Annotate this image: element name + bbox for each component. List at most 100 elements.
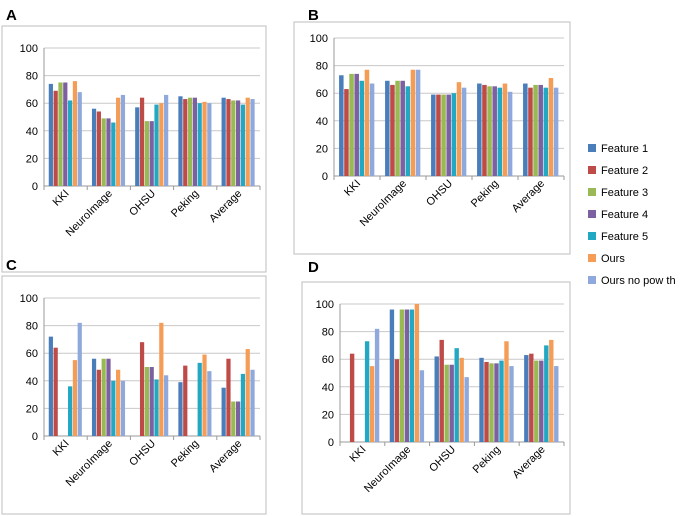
bar [48,83,53,186]
bar [144,121,149,186]
bar [354,73,359,176]
bar [240,373,246,436]
y-tick-label: 80 [26,71,38,83]
y-tick-label: 40 [316,116,328,128]
bar [431,94,436,176]
bar [77,92,82,186]
bar [414,304,420,442]
bar [509,366,514,442]
bar [91,108,97,186]
bar [91,358,97,436]
bar [339,75,344,176]
bar [410,69,416,176]
bar [250,99,255,186]
bar [139,97,145,186]
y-tick-label: 80 [26,321,38,333]
legend-label: Ours no pow th [601,275,676,287]
bar [504,341,509,442]
bar [538,84,543,176]
y-tick-label: 20 [316,143,328,155]
y-tick-label: 60 [26,98,38,110]
bar [183,99,188,186]
y-tick-label: 100 [20,43,38,55]
bar [144,367,149,436]
bar [543,87,549,176]
bar [96,111,101,186]
bar [434,356,439,442]
bar [149,121,154,186]
y-tick-label: 40 [26,126,38,138]
bar [456,82,462,176]
bar [487,86,492,176]
bar [404,309,410,442]
bar [454,348,459,442]
bar [197,362,202,436]
bar [489,363,494,442]
bar [499,360,504,442]
y-tick-label: 60 [26,348,38,360]
bar [497,87,503,176]
bar [389,309,395,442]
bar [451,93,457,176]
bar [159,322,164,436]
bar [385,80,390,176]
bar [390,84,395,176]
y-tick-label: 80 [316,61,328,73]
bar [444,364,449,442]
legend-swatch [588,166,596,174]
bar [164,94,169,186]
panel-letter-c: C [6,257,17,274]
bar [120,94,126,186]
bar [164,375,169,436]
legend-label: Feature 5 [601,231,648,243]
bar [178,382,183,436]
y-tick-label: 60 [322,354,334,366]
bar [534,360,539,442]
bar [207,103,212,186]
bar [72,81,78,186]
bar [63,82,68,186]
bar [139,342,145,436]
bar [400,80,405,176]
bar [449,364,454,442]
bar [101,358,106,436]
bar [226,99,231,186]
bar [364,69,370,176]
bar [544,345,549,442]
bar [484,361,489,442]
bar [53,90,58,186]
y-tick-label: 20 [322,409,334,421]
legend-label: Feature 1 [601,143,648,155]
bar [240,104,246,186]
bar [502,83,508,176]
bar [106,358,111,436]
bar [419,370,425,442]
bar [394,359,400,442]
bar [369,366,375,442]
y-tick-label: 20 [26,153,38,165]
bar [554,366,559,442]
bar [116,97,121,186]
bar [231,100,236,186]
bar [349,353,355,442]
bar [349,73,354,176]
y-tick-label: 80 [322,327,334,339]
panel-letter-a: A [6,7,17,24]
bar [524,355,529,442]
bar [479,357,484,442]
bar [53,347,58,436]
legend-swatch [588,144,596,152]
bar [533,84,538,176]
bar [207,371,212,436]
bar [245,349,250,436]
bar [111,380,116,436]
y-tick-label: 0 [32,431,38,443]
bar [482,84,487,176]
bar [149,367,154,436]
bar [359,80,365,176]
bar [464,377,469,442]
panel-letter-b: B [308,7,319,24]
y-tick-label: 20 [26,403,38,415]
